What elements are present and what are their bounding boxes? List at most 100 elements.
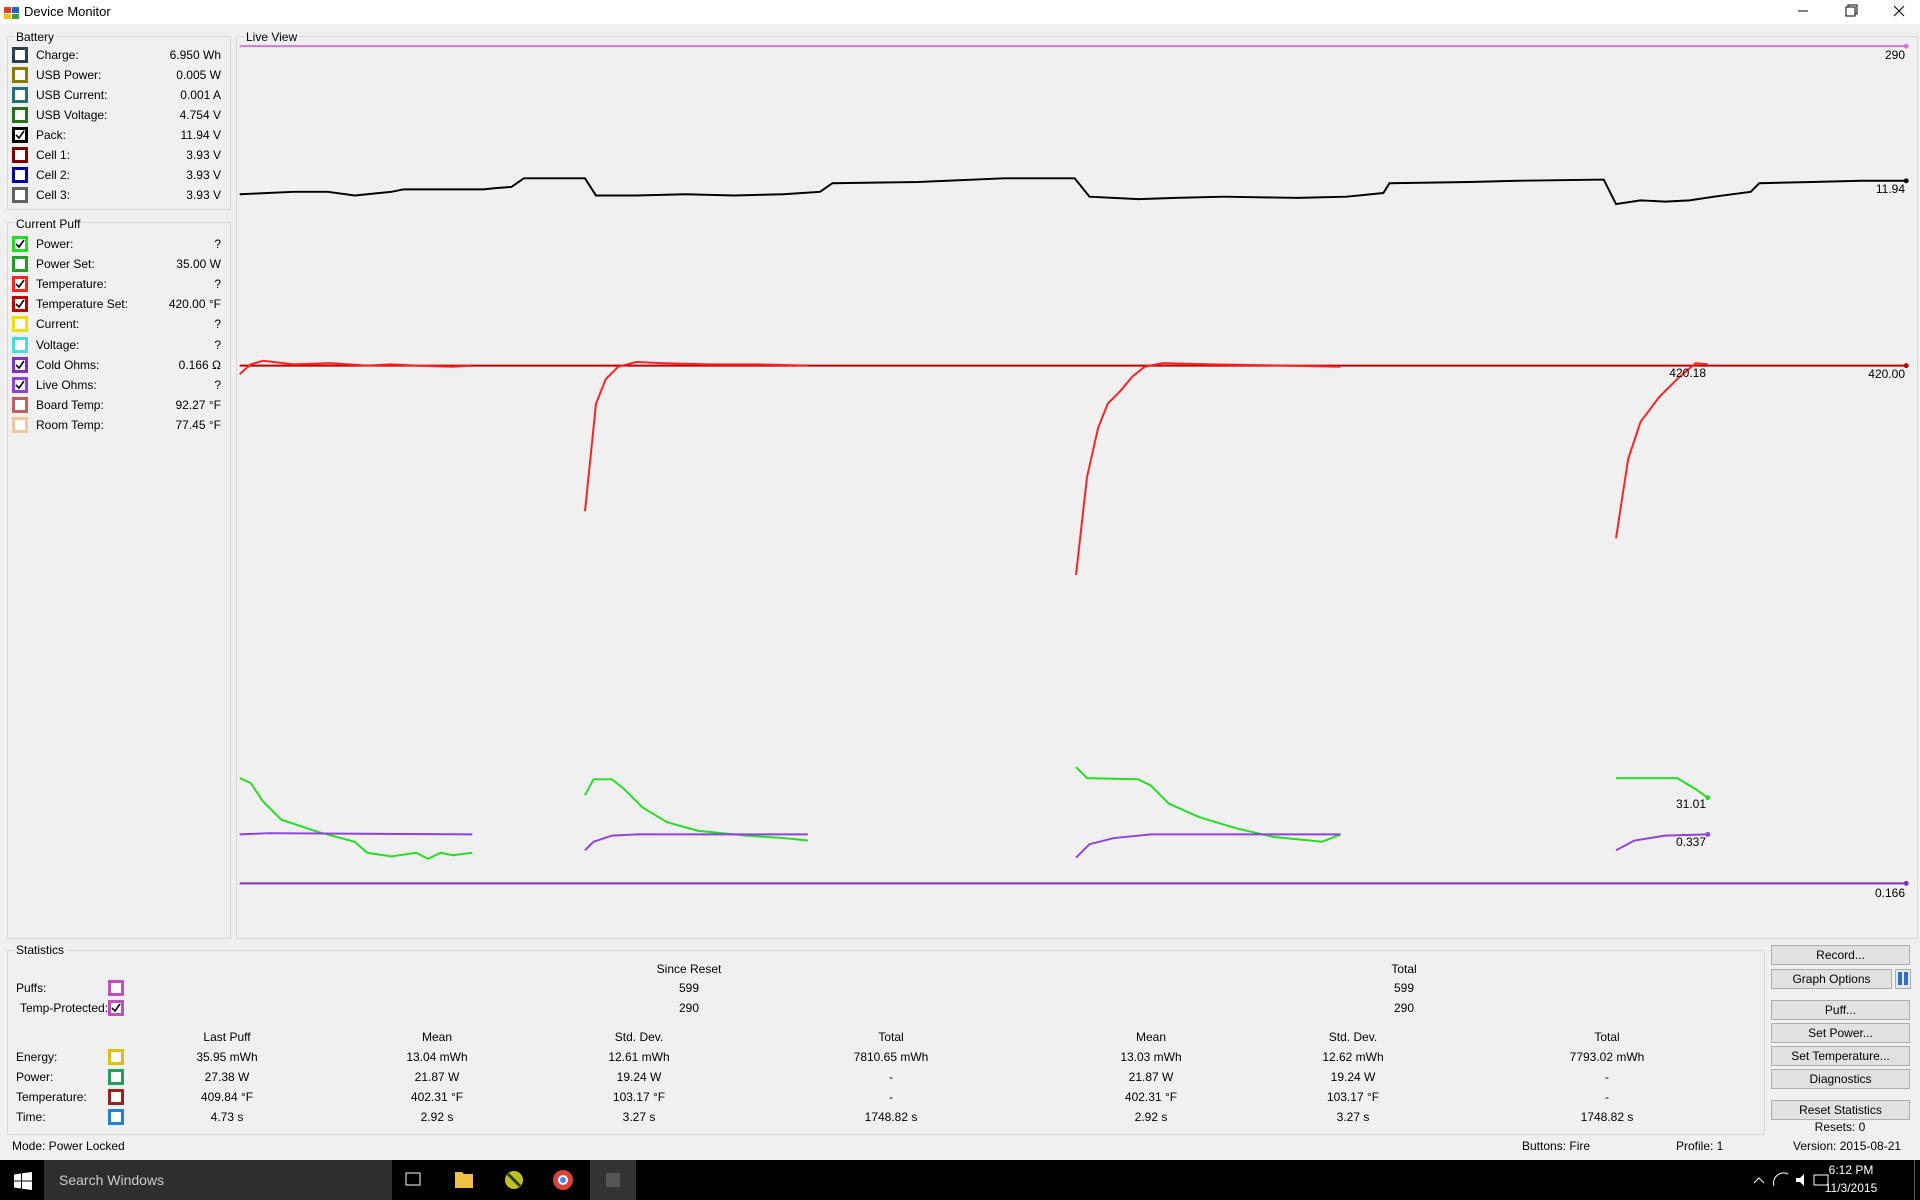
item-label: Room Temp: <box>36 417 104 432</box>
item-label: Power: <box>36 237 74 251</box>
status-mode: Mode: Power Locked <box>12 1139 125 1153</box>
checkbox[interactable] <box>12 316 28 333</box>
trace <box>1615 833 1708 852</box>
item-label: Voltage: <box>36 337 80 352</box>
trace <box>584 833 808 852</box>
graph-value-label: 11.94 <box>1875 182 1905 196</box>
checkbox[interactable] <box>108 980 124 996</box>
checkbox[interactable] <box>108 1109 124 1125</box>
check-mark <box>15 299 25 309</box>
pause-icon <box>1898 972 1908 985</box>
item-value: ? <box>214 237 221 251</box>
item-value: 6.950 Wh <box>169 48 221 62</box>
stat-cell: 12.62 mWh <box>1322 1050 1384 1064</box>
checkbox[interactable] <box>108 1089 124 1105</box>
item-label: Cell 3: <box>36 188 71 202</box>
window-controls[interactable] <box>1780 0 1920 24</box>
stat-cell: 402.31 °F <box>1124 1090 1178 1104</box>
column-header: Mean <box>421 1030 453 1044</box>
checkbox[interactable] <box>12 107 28 123</box>
statistics-title: Statistics <box>14 943 67 957</box>
item-value: 3.93 V <box>186 188 221 202</box>
item-value: 0.001 A <box>180 88 221 102</box>
start-button[interactable] <box>14 1172 32 1190</box>
counter-total: 290 <box>1393 1001 1415 1015</box>
checkbox[interactable] <box>12 127 28 143</box>
checkbox[interactable] <box>12 87 28 103</box>
stat-cell: 7810.65 mWh <box>853 1050 929 1064</box>
button[interactable]: Record... <box>1771 945 1910 965</box>
checkbox[interactable] <box>12 67 28 83</box>
item-label: Temperature: <box>36 277 107 292</box>
item-value: 420.00 °F <box>168 297 221 312</box>
item-label: USB Voltage: <box>36 108 108 122</box>
current-puff-title: Current Puff <box>14 217 83 231</box>
checkbox[interactable] <box>12 236 28 252</box>
checkbox[interactable] <box>12 356 28 373</box>
row-label: Time: <box>16 1110 46 1124</box>
column-header: Mean <box>1135 1030 1167 1044</box>
stat-cell: 27.38 W <box>204 1070 250 1084</box>
show-desktop[interactable] <box>1914 1160 1920 1200</box>
checkbox[interactable] <box>12 296 28 313</box>
graph-value-label: 420.18 <box>1669 366 1706 380</box>
stat-cell: 19.24 W <box>616 1070 662 1084</box>
item-value: 77.45 °F <box>175 417 222 432</box>
trace <box>239 832 473 836</box>
item-label: Current: <box>36 317 80 332</box>
checkbox[interactable] <box>12 396 28 413</box>
graph-value-label: 31.01 <box>1675 797 1706 811</box>
checkbox[interactable] <box>12 276 28 293</box>
checkbox[interactable] <box>12 336 28 353</box>
checkbox[interactable] <box>12 256 28 273</box>
stat-cell: 7793.02 mWh <box>1569 1050 1645 1064</box>
button[interactable]: Diagnostics <box>1771 1069 1910 1089</box>
stat-cell: 19.24 W <box>1330 1070 1376 1084</box>
trace <box>239 359 472 375</box>
button[interactable]: Set Temperature... <box>1771 1046 1910 1066</box>
item-value: ? <box>214 337 221 352</box>
checkbox[interactable] <box>12 416 28 433</box>
clock-date: 11/3/2015 <box>1824 1181 1878 1195</box>
stat-cell: - <box>1605 1090 1609 1104</box>
checkbox[interactable] <box>12 47 28 63</box>
checkbox[interactable] <box>12 147 28 163</box>
battery-title: Battery <box>14 30 57 44</box>
trace <box>584 360 808 512</box>
check-mark <box>15 279 25 289</box>
item-label: Charge: <box>36 48 79 62</box>
check-mark <box>15 360 25 369</box>
stat-cell: 4.73 s <box>210 1110 244 1124</box>
item-value: 3.93 V <box>186 168 221 182</box>
column-header: Total <box>878 1030 904 1044</box>
taskbar-icons[interactable] <box>400 1160 640 1200</box>
button[interactable]: Set Power... <box>1771 1023 1910 1043</box>
check-mark <box>15 239 25 249</box>
checkbox[interactable] <box>108 1069 124 1085</box>
graph-value-label: 0.166 <box>1874 886 1905 900</box>
checkbox[interactable] <box>12 376 28 393</box>
stat-cell: 103.17 °F <box>1326 1090 1380 1104</box>
checkbox[interactable] <box>12 167 28 183</box>
live-graph <box>239 43 1909 886</box>
button[interactable]: Graph Options <box>1771 969 1892 989</box>
item-label: Live Ohms: <box>36 377 97 392</box>
graph-pause-button[interactable] <box>1895 969 1911 989</box>
checkbox[interactable] <box>12 187 28 203</box>
button[interactable]: Puff... <box>1771 1000 1910 1020</box>
item-value: ? <box>214 277 221 292</box>
clock-time: 6:12 PM <box>1828 1163 1874 1177</box>
current-puff-group <box>7 222 231 939</box>
live-view-group <box>236 36 1918 939</box>
checkbox[interactable] <box>108 1049 124 1065</box>
tray-icons[interactable] <box>1752 1170 1832 1190</box>
taskbar: Search Windows 6:12 PM 11/3/2015 <box>0 1160 1920 1200</box>
search-box[interactable] <box>44 1160 392 1200</box>
trace <box>1075 362 1341 576</box>
button[interactable]: Reset Statistics <box>1771 1100 1910 1120</box>
item-label: Temperature Set: <box>36 297 129 312</box>
stat-cell: 3.27 s <box>622 1110 656 1124</box>
checkbox[interactable] <box>108 1000 124 1016</box>
item-value: ? <box>214 377 221 392</box>
